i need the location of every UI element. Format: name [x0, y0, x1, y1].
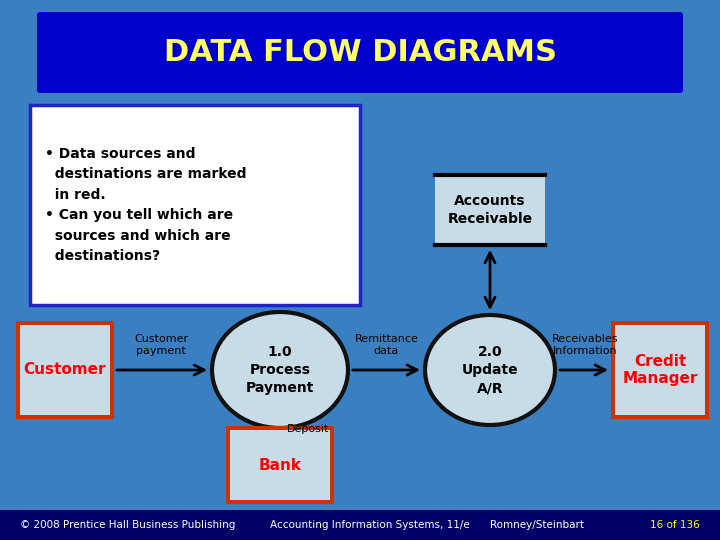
- Text: Romney/Steinbart: Romney/Steinbart: [490, 520, 584, 530]
- FancyBboxPatch shape: [615, 325, 705, 415]
- Text: © 2008 Prentice Hall Business Publishing: © 2008 Prentice Hall Business Publishing: [20, 520, 235, 530]
- Ellipse shape: [425, 315, 555, 425]
- Text: Remittance
data: Remittance data: [354, 334, 418, 356]
- Text: 16 of 136: 16 of 136: [650, 520, 700, 530]
- Text: 2.0
Update
A/R: 2.0 Update A/R: [462, 345, 518, 395]
- Text: Credit
Manager: Credit Manager: [622, 354, 698, 386]
- Text: DATA FLOW DIAGRAMS: DATA FLOW DIAGRAMS: [163, 38, 557, 67]
- Text: Bank: Bank: [258, 457, 302, 472]
- Text: Deposit: Deposit: [287, 424, 329, 434]
- FancyBboxPatch shape: [226, 426, 334, 504]
- FancyBboxPatch shape: [611, 321, 709, 419]
- FancyBboxPatch shape: [16, 321, 114, 419]
- Text: Accounting Information Systems, 11/e: Accounting Information Systems, 11/e: [270, 520, 469, 530]
- Ellipse shape: [212, 312, 348, 428]
- FancyBboxPatch shape: [0, 510, 720, 540]
- FancyBboxPatch shape: [20, 325, 110, 415]
- Text: Accounts
Receivable: Accounts Receivable: [447, 194, 533, 226]
- FancyBboxPatch shape: [37, 12, 683, 93]
- FancyBboxPatch shape: [30, 105, 360, 305]
- FancyBboxPatch shape: [230, 430, 330, 500]
- Text: Customer
payment: Customer payment: [134, 334, 188, 356]
- Text: 1.0
Process
Payment: 1.0 Process Payment: [246, 345, 314, 395]
- Text: Customer: Customer: [24, 362, 107, 377]
- Text: • Data sources and
  destinations are marked
  in red.
• Can you tell which are
: • Data sources and destinations are mark…: [45, 146, 246, 264]
- FancyBboxPatch shape: [435, 175, 545, 245]
- Text: Receivables
Information: Receivables Information: [552, 334, 618, 356]
